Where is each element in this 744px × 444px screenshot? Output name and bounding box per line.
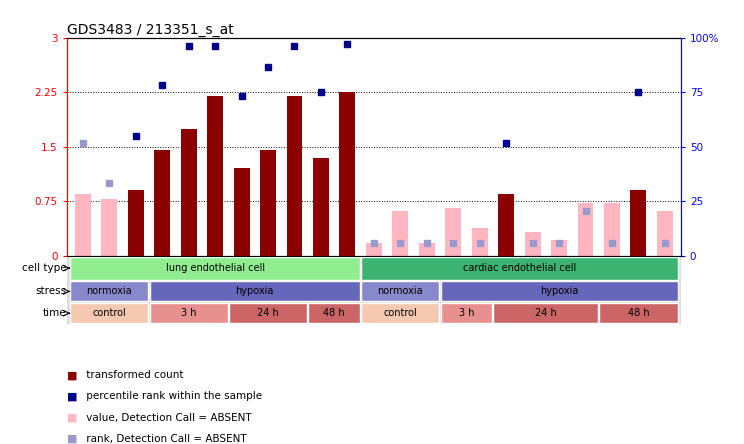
Bar [440, 303, 493, 323]
Bar [440, 281, 678, 301]
Text: 3 h: 3 h [459, 308, 474, 318]
Bar [229, 303, 307, 323]
Text: 24 h: 24 h [535, 308, 557, 318]
Text: 48 h: 48 h [324, 308, 345, 318]
Bar [525, 232, 541, 256]
Text: ■: ■ [67, 413, 77, 423]
Bar [128, 190, 144, 256]
Bar [392, 210, 408, 256]
Text: time: time [43, 308, 66, 318]
Bar [150, 303, 228, 323]
Text: stress: stress [35, 286, 66, 297]
Bar [313, 158, 329, 256]
Text: cardiac endothelial cell: cardiac endothelial cell [463, 263, 576, 273]
Bar [493, 303, 598, 323]
Text: cell type: cell type [22, 263, 66, 273]
Bar [446, 208, 461, 256]
Bar [361, 257, 678, 280]
Bar [339, 92, 356, 256]
Bar [150, 281, 360, 301]
Bar [551, 240, 567, 256]
Bar [101, 199, 118, 256]
Bar [70, 281, 149, 301]
Bar [75, 194, 91, 256]
Text: transformed count: transformed count [83, 370, 184, 380]
Bar [234, 168, 249, 256]
Text: GDS3483 / 213351_s_at: GDS3483 / 213351_s_at [67, 23, 234, 37]
Text: normoxia: normoxia [377, 286, 423, 297]
Text: control: control [92, 308, 126, 318]
Bar [286, 96, 302, 256]
Bar [577, 203, 594, 256]
Bar [154, 151, 170, 256]
Text: 48 h: 48 h [628, 308, 650, 318]
Bar [498, 194, 514, 256]
Bar [207, 96, 223, 256]
Bar [308, 303, 360, 323]
Text: 24 h: 24 h [257, 308, 279, 318]
Bar [361, 281, 440, 301]
Text: ■: ■ [67, 392, 77, 401]
Text: hypoxia: hypoxia [236, 286, 274, 297]
Text: ■: ■ [67, 370, 77, 380]
Bar [472, 228, 487, 256]
Bar [70, 303, 149, 323]
Bar [657, 210, 673, 256]
Bar [361, 303, 440, 323]
Text: ■: ■ [67, 434, 77, 444]
Bar [630, 190, 647, 256]
Text: hypoxia: hypoxia [540, 286, 578, 297]
Bar [419, 242, 434, 256]
Bar [181, 128, 196, 256]
Text: value, Detection Call = ABSENT: value, Detection Call = ABSENT [83, 413, 252, 423]
Bar [604, 203, 620, 256]
Bar [70, 257, 360, 280]
Bar [260, 151, 276, 256]
Text: percentile rank within the sample: percentile rank within the sample [83, 392, 263, 401]
Bar [599, 303, 678, 323]
Text: lung endothelial cell: lung endothelial cell [166, 263, 265, 273]
Text: control: control [383, 308, 417, 318]
Text: rank, Detection Call = ABSENT: rank, Detection Call = ABSENT [83, 434, 247, 444]
Text: normoxia: normoxia [86, 286, 132, 297]
Bar [366, 242, 382, 256]
Text: 3 h: 3 h [181, 308, 196, 318]
